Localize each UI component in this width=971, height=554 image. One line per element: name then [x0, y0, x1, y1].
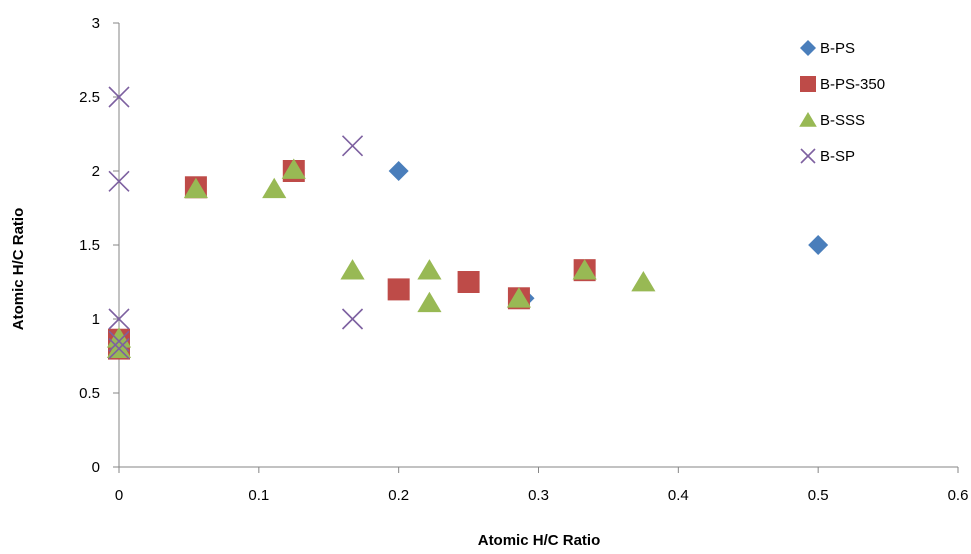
- data-point-b-sss: [631, 271, 656, 292]
- legend-marker-b-ps-350: [800, 76, 816, 92]
- data-point-b-sss: [183, 177, 209, 199]
- legend-item-b-sss: B-SSS: [799, 112, 865, 129]
- legend-item-b-ps: B-PS: [800, 40, 855, 57]
- data-point-b-ps-350: [457, 271, 480, 293]
- legend-marker-b-sss: [799, 112, 817, 127]
- x-axis-ticks: 0 0.1 0.2 0.3 0.4 0.5 0.6: [115, 467, 969, 504]
- x-tick-label: 0.5: [808, 487, 829, 504]
- x-tick-label: 0.1: [248, 487, 269, 504]
- series-b-ps: [109, 161, 829, 359]
- data-point-b-sss: [281, 158, 306, 179]
- x-tick-label: 0.4: [668, 487, 689, 504]
- x-axis-title: Atomic H/C Ratio: [478, 532, 601, 549]
- x-tick-label: 0.3: [528, 487, 549, 504]
- data-point-b-sss: [340, 259, 365, 280]
- data-point-b-sp: [341, 308, 364, 330]
- y-tick-label: 0: [92, 459, 100, 476]
- data-point-b-sss: [506, 287, 532, 308]
- data-point-b-sp: [341, 135, 364, 157]
- plot-points: [106, 86, 829, 360]
- data-point-b-sss: [572, 259, 597, 280]
- y-tick-label: 1: [92, 311, 100, 328]
- y-tick-label: 0.5: [79, 385, 100, 402]
- y-tick-label: 2: [92, 163, 100, 180]
- legend: B-PS B-PS-350 B-SSS B-SP: [799, 40, 885, 165]
- data-point-b-sp: [108, 330, 130, 352]
- x-tick-label: 0.6: [948, 487, 969, 504]
- data-point-b-sss: [417, 291, 442, 313]
- y-tick-label: 2.5: [79, 89, 100, 106]
- data-point-b-ps: [388, 161, 409, 181]
- legend-label: B-PS-350: [820, 76, 885, 93]
- legend-label: B-SP: [820, 148, 855, 165]
- legend-item-b-sp: B-SP: [800, 148, 855, 165]
- data-point-b-sp: [108, 308, 130, 330]
- data-point-b-sss: [262, 177, 287, 199]
- x-tick-label: 0.2: [388, 487, 409, 504]
- series-b-sp: [108, 86, 364, 360]
- data-point-b-ps-350: [387, 278, 410, 301]
- y-tick-label: 1.5: [79, 237, 100, 254]
- y-axis-ticks: 0 0.5 1 1.5 2 2.5 3: [79, 15, 119, 476]
- data-point-b-sp: [108, 170, 130, 192]
- data-point-b-ps: [808, 235, 829, 255]
- data-point-b-sp: [108, 338, 130, 360]
- x-tick-label: 0: [115, 487, 123, 504]
- data-point-b-sss: [417, 259, 442, 280]
- y-tick-label: 3: [92, 15, 100, 32]
- legend-label: B-PS: [820, 40, 855, 57]
- y-axis-title: Atomic H/C Ratio: [10, 208, 27, 331]
- legend-item-b-ps-350: B-PS-350: [800, 76, 885, 93]
- legend-marker-b-sp: [800, 148, 816, 164]
- legend-label: B-SSS: [820, 112, 865, 129]
- legend-marker-b-ps: [800, 40, 816, 56]
- data-point-b-sp: [108, 86, 130, 108]
- series-b-ps-350: [108, 160, 596, 360]
